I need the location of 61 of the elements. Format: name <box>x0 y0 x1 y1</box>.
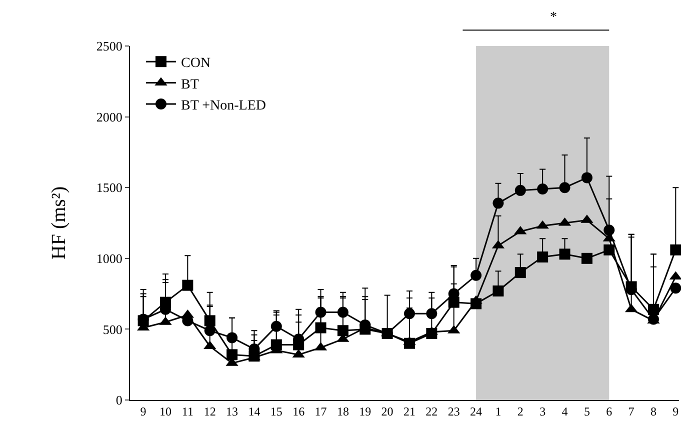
x-tick-label: 12 <box>204 404 216 418</box>
point <box>537 184 548 195</box>
point <box>315 306 326 318</box>
x-tick-label: 9 <box>140 404 146 418</box>
x-tick-label: 13 <box>226 404 238 418</box>
y-tick-label: 2000 <box>96 109 122 124</box>
y-axis-title: HF (ms²) <box>48 186 70 260</box>
x-tick-label: 17 <box>314 404 327 418</box>
x-tick-label: 6 <box>606 404 612 418</box>
point <box>492 198 504 209</box>
point <box>492 285 504 296</box>
x-tick-label: 8 <box>650 404 656 418</box>
legend-label: BT +Non-LED <box>180 98 266 114</box>
y-tick-label: 1000 <box>96 250 122 266</box>
x-tick-label: 21 <box>403 404 416 418</box>
x-tick-label: 18 <box>336 404 349 418</box>
point <box>514 184 526 196</box>
point <box>514 267 526 278</box>
x-tick-label: 4 <box>562 404 568 418</box>
point <box>670 244 681 256</box>
x-tick-label: 9 <box>672 404 679 418</box>
point <box>581 252 592 264</box>
x-tick-label: 5 <box>584 404 590 418</box>
x-tick-label: 11 <box>182 404 194 418</box>
x-tick-label: 16 <box>292 404 305 418</box>
y-tick-label: 1500 <box>96 180 122 196</box>
point <box>226 332 238 344</box>
point <box>470 270 482 281</box>
x-tick-label: 7 <box>628 404 634 418</box>
x-tick-label: 15 <box>270 404 282 418</box>
point <box>404 308 415 320</box>
x-tick-label: 10 <box>159 404 172 418</box>
x-tick-label: 2 <box>517 404 524 418</box>
point <box>604 224 615 236</box>
y-tick-label: 2500 <box>96 38 122 54</box>
point <box>559 248 570 260</box>
point <box>581 172 592 184</box>
x-tick-label: 14 <box>248 404 260 418</box>
x-tick-label: 22 <box>426 404 438 418</box>
point <box>559 182 570 194</box>
x-tick-label: 19 <box>359 404 372 418</box>
x-tick-label: 20 <box>381 404 394 418</box>
x-tick-label: 24 <box>470 404 482 418</box>
point <box>670 282 681 294</box>
x-tick-label: 23 <box>448 404 460 418</box>
y-tick-label: 500 <box>102 322 122 337</box>
x-tick-label: 1 <box>495 404 502 418</box>
point <box>226 349 238 360</box>
point <box>204 325 216 336</box>
point <box>270 320 282 332</box>
point <box>337 306 348 318</box>
x-tick-label: 3 <box>540 404 546 418</box>
legend-label: BT <box>180 77 200 92</box>
y-tick-label: 0 <box>116 392 122 408</box>
point <box>315 322 326 334</box>
point <box>426 308 438 320</box>
text: * <box>550 10 557 25</box>
point <box>669 271 681 280</box>
point <box>182 280 194 291</box>
legend-label: CON <box>180 56 211 72</box>
point <box>537 251 548 262</box>
